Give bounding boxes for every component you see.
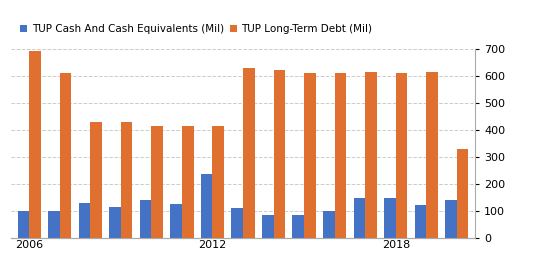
Bar <box>384 198 396 238</box>
Bar <box>170 204 182 238</box>
Bar <box>457 148 469 238</box>
Bar <box>48 211 60 238</box>
Bar <box>396 73 407 238</box>
Bar <box>274 70 285 238</box>
Bar <box>243 68 254 238</box>
Bar <box>231 208 243 238</box>
Legend: TUP Cash And Cash Equivalents (Mil), TUP Long-Term Debt (Mil): TUP Cash And Cash Equivalents (Mil), TUP… <box>16 20 376 38</box>
Bar <box>335 73 346 238</box>
Bar <box>60 73 71 238</box>
Bar <box>293 215 304 238</box>
Bar <box>446 200 457 238</box>
Bar <box>201 174 212 238</box>
Bar <box>323 211 335 238</box>
Bar <box>212 126 224 238</box>
Bar <box>17 211 29 238</box>
Bar <box>151 126 163 238</box>
Bar <box>365 72 377 238</box>
Bar <box>140 200 151 238</box>
Bar <box>262 215 274 238</box>
Bar <box>426 72 438 238</box>
Bar <box>90 122 102 238</box>
Bar <box>79 202 90 238</box>
Bar <box>304 73 316 238</box>
Bar <box>109 207 121 238</box>
Bar <box>354 198 365 238</box>
Bar <box>29 51 40 238</box>
Bar <box>182 126 193 238</box>
Bar <box>415 205 426 238</box>
Bar <box>121 122 132 238</box>
